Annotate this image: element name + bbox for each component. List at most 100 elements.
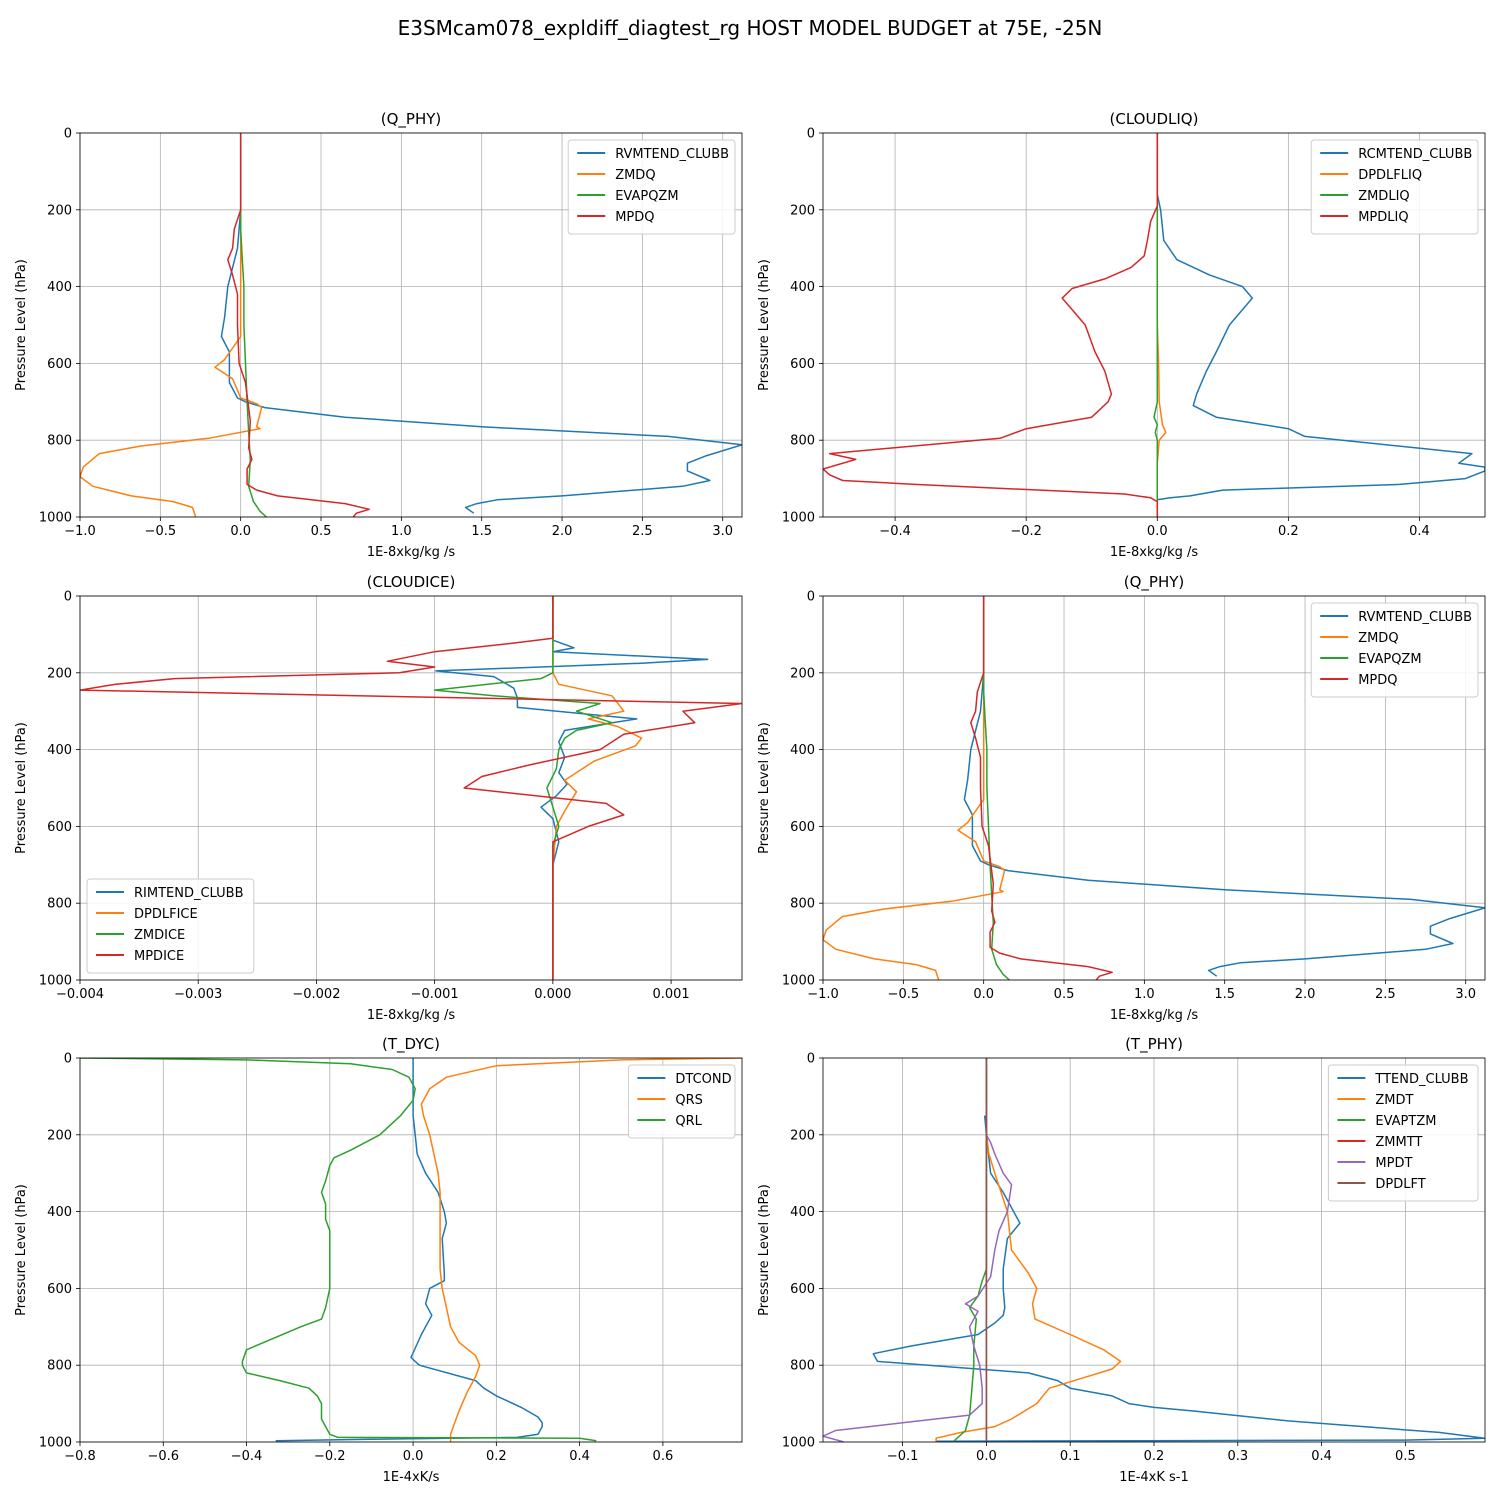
y-tick-label: 200 — [47, 666, 72, 681]
x-tick-label: 0.0 — [230, 524, 251, 539]
x-tick-label: 1.0 — [391, 524, 412, 539]
x-axis-label: 1E-8xkg/kg /s — [1110, 1008, 1199, 1023]
y-tick-label: 400 — [47, 743, 72, 758]
x-tick-label: −0.6 — [147, 1449, 179, 1464]
x-tick-label: −0.2 — [314, 1449, 346, 1464]
legend: RIMTEND_CLUBB DPDLFICE ZMDICE MPDICE — [86, 878, 255, 974]
x-tick-label: 2.5 — [1375, 987, 1396, 1002]
legend-label: EVAPQZM — [1358, 652, 1421, 667]
legend-label: MPDT — [1375, 1156, 1412, 1171]
x-tick-label: 0.0 — [1147, 524, 1168, 539]
x-tick-label: 0.0 — [403, 1449, 424, 1464]
subplot-2: −0.4 −0.2 0.0 0.2 0.4 0 200 400 600 800 1000 (CLOUD… — [757, 110, 1486, 560]
x-tick-label: 0.0 — [976, 1449, 997, 1464]
y-tick-label: 0 — [807, 1052, 815, 1067]
x-tick-label: 0.4 — [569, 1449, 590, 1464]
legend: RCMTEND_CLUBB DPDLFLIQ ZMDLIQ MPDLIQ — [1310, 139, 1479, 235]
y-tick-label: 200 — [47, 1128, 72, 1143]
x-axis-label: 1E-8xkg/kg /s — [367, 1008, 456, 1023]
x-axis-label: 1E-4xK s-1 — [1119, 1470, 1189, 1485]
y-tick-label: 600 — [790, 820, 815, 835]
legend-label: DPDLFT — [1375, 1177, 1425, 1192]
y-tick-label: 400 — [790, 280, 815, 295]
series-group — [823, 1058, 1485, 1442]
subplot-title: (CLOUDLIQ) — [1110, 110, 1199, 128]
y-axis-label: Pressure Level (hPa) — [757, 722, 772, 854]
series-line-rimtend-clubb — [435, 596, 709, 980]
legend-label: ZMMTT — [1375, 1135, 1422, 1150]
y-axis-label: Pressure Level (hPa) — [757, 1184, 772, 1316]
y-axis-label: Pressure Level (hPa) — [14, 1184, 29, 1316]
axes-frame — [79, 595, 743, 981]
series-group — [80, 133, 742, 517]
subplot-4: −1.0 −0.5 0.0 0.5 1.0 1.5 2.0 2.5 3.0 0 200 400 600 8… — [757, 573, 1486, 1023]
x-tick-label: 1.5 — [471, 524, 492, 539]
x-tick-label: 1.0 — [1134, 987, 1155, 1002]
legend-label: DPDLFLIQ — [1358, 168, 1422, 183]
legend-box — [86, 878, 255, 974]
x-tick-label: 3.0 — [1455, 987, 1476, 1002]
x-tick-label: −0.002 — [292, 987, 340, 1002]
subplot-1: −1.0 −0.5 0.0 0.5 1.0 1.5 2.0 2.5 3.0 0 200 400 600 8… — [14, 110, 743, 560]
x-tick-label: 0.4 — [1311, 1449, 1332, 1464]
y-tick-label: 800 — [47, 897, 72, 912]
x-tick-label: 0.5 — [311, 524, 332, 539]
series-line-zmdt — [935, 1058, 1122, 1442]
series-line-rvmtend-clubb — [963, 596, 1485, 977]
x-tick-label: 2.0 — [552, 524, 573, 539]
x-tick-label: −1.0 — [64, 524, 96, 539]
axes-frame — [79, 1057, 743, 1443]
y-axis-label: Pressure Level (hPa) — [14, 259, 29, 391]
y-tick-label: 0 — [64, 127, 72, 142]
y-tick-label: 0 — [64, 1052, 72, 1067]
x-tick-label: 0.2 — [1278, 524, 1299, 539]
series-line-evapqzm — [239, 133, 267, 517]
series-line-zmdq — [80, 133, 263, 517]
subplot-3: −0.004 −0.003 −0.002 −0.001 0.000 0.001 0 200 40… — [14, 573, 743, 1023]
legend-label: MPDQ — [615, 210, 654, 225]
x-tick-label: 2.0 — [1295, 987, 1316, 1002]
y-tick-label: 1000 — [39, 1436, 72, 1451]
series-line-mpdt — [823, 1058, 1013, 1442]
y-axis-label: Pressure Level (hPa) — [757, 259, 772, 391]
legend-box — [1310, 602, 1479, 698]
y-axis-label: Pressure Level (hPa) — [14, 722, 29, 854]
x-tick-label: 2.5 — [632, 524, 653, 539]
legend-box — [567, 139, 736, 235]
series-line-rcmtend-clubb — [1156, 133, 1485, 501]
series-group — [823, 133, 1485, 517]
series-line-mpdice — [80, 596, 742, 980]
y-tick-label: 800 — [790, 434, 815, 449]
y-tick-label: 800 — [47, 434, 72, 449]
series-line-mpdq — [227, 133, 370, 517]
y-tick-label: 400 — [47, 280, 72, 295]
series-line-mpdliq — [823, 133, 1159, 517]
y-tick-label: 800 — [47, 1359, 72, 1374]
x-tick-label: 0.5 — [1395, 1449, 1416, 1464]
x-tick-label: −0.003 — [174, 987, 222, 1002]
y-tick-label: 800 — [790, 1359, 815, 1374]
series-line-dtcond — [275, 1058, 543, 1442]
legend-label: MPDQ — [1358, 673, 1397, 688]
series-line-mpdq — [970, 596, 1113, 980]
x-tick-label: 1.5 — [1214, 987, 1235, 1002]
legend-box — [1327, 1064, 1479, 1202]
y-tick-label: 0 — [807, 590, 815, 605]
subplot-6: −0.1 0.0 0.1 0.2 0.3 0.4 0.5 0 200 400 600 800 1000 (… — [757, 1035, 1486, 1485]
legend-label: EVAPQZM — [615, 189, 678, 204]
y-tick-label: 400 — [47, 1205, 72, 1220]
legend: RVMTEND_CLUBB ZMDQ EVAPQZM MPDQ — [567, 139, 736, 235]
x-tick-label: −0.4 — [231, 1449, 263, 1464]
figure-title: E3SMcam078_expldiff_diagtest_rg HOST MOD… — [397, 16, 1103, 40]
x-tick-label: 0.2 — [1144, 1449, 1165, 1464]
x-tick-label: 0.001 — [652, 987, 689, 1002]
y-tick-label: 0 — [64, 590, 72, 605]
subplot-title: (CLOUDICE) — [367, 573, 456, 591]
x-tick-label: 0.5 — [1054, 987, 1075, 1002]
y-tick-label: 400 — [790, 1205, 815, 1220]
x-tick-label: −0.001 — [411, 987, 459, 1002]
subplot-title: (T_DYC) — [382, 1035, 440, 1054]
legend-label: EVAPTZM — [1375, 1114, 1436, 1129]
series-line-zmdliq — [1153, 133, 1159, 517]
